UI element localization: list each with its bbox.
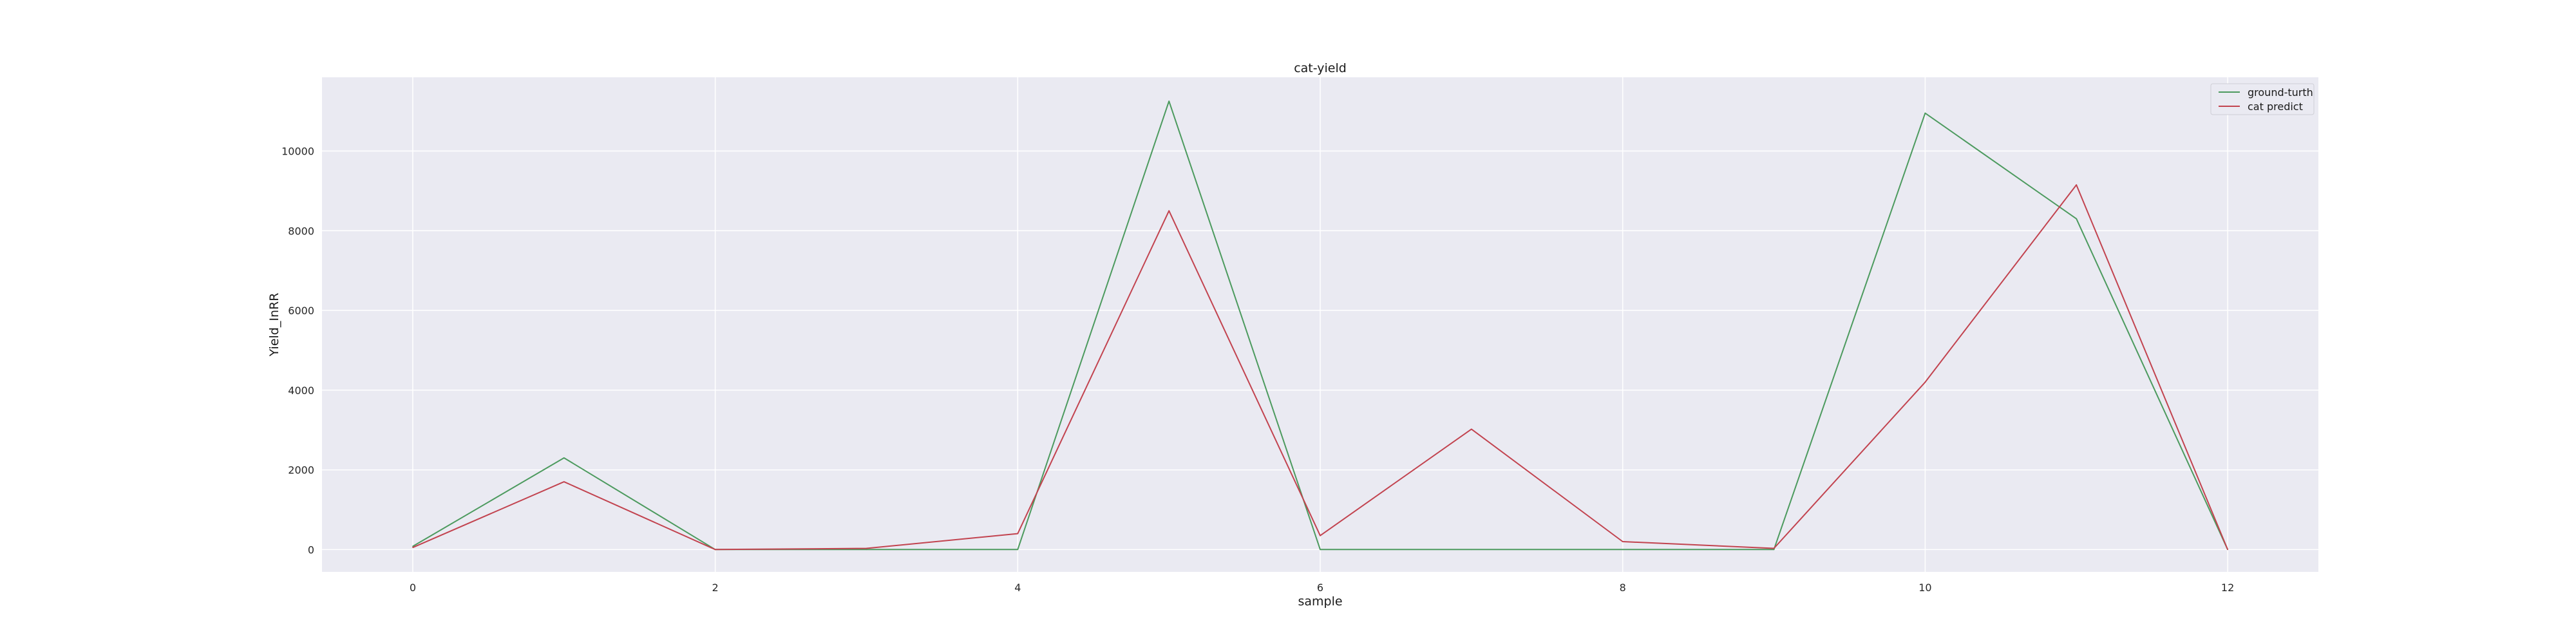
data-point-cat-predict [2076,184,2078,185]
data-point-ground-turth [1017,549,1019,551]
data-point-ground-turth [2076,218,2078,220]
data-point-cat-predict [714,549,716,551]
data-point-ground-turth [563,457,565,459]
data-point-cat-predict [1017,533,1019,535]
data-point-ground-turth [1622,549,1624,551]
y-tick-label: 8000 [288,225,314,237]
data-point-cat-predict [1924,381,1926,383]
data-point-ground-turth [1924,112,1926,114]
series-layer [412,100,2229,551]
data-point-ground-turth [412,545,413,547]
y-tick-label: 0 [308,544,314,556]
data-point-ground-turth [1168,100,1170,102]
data-point-cat-predict [1320,535,1321,536]
y-tick-label: 10000 [281,145,314,157]
x-tick-label: 12 [2221,582,2234,594]
x-tick-label: 4 [1014,582,1021,594]
x-tick-label: 0 [410,582,416,594]
x-tick-label: 8 [1620,582,1626,594]
legend-label-cat-predict: cat predict [2248,100,2303,113]
legend-label-ground-turth: ground-turth [2248,86,2313,99]
x-axis-label: sample [1298,594,1342,609]
data-point-cat-predict [1168,210,1170,212]
x-tick-label: 6 [1317,582,1323,594]
tick-labels: 0 2 4 6 8 10 12 0 2000 4000 6000 8000 10000 [281,145,2234,594]
data-point-cat-predict [1622,541,1624,542]
data-point-cat-predict [866,547,867,549]
chart-title: cat-yield [1294,61,1347,75]
data-point-ground-turth [1471,549,1472,551]
x-tick-label: 10 [1918,582,1931,594]
data-point-ground-turth [1773,549,1775,551]
legend: ground-turth cat predict [2210,83,2315,115]
y-tick-label: 6000 [288,305,314,317]
data-point-cat-predict [1773,547,1775,549]
x-tick-label: 2 [712,582,719,594]
data-point-ground-turth [1320,549,1321,551]
y-tick-label: 4000 [288,384,314,397]
data-point-cat-predict [1471,428,1472,430]
y-axis-label: Yield_InRR [267,293,281,357]
data-point-cat-predict [563,481,565,482]
y-tick-label: 2000 [288,464,314,477]
data-point-cat-predict [412,547,413,549]
data-point-cat-predict [2227,549,2228,551]
data-point-ground-turth [866,549,867,551]
